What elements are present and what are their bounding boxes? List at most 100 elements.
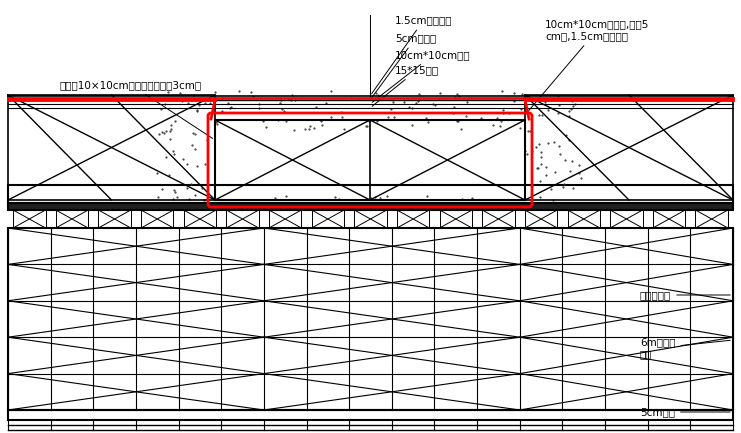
Point: [151, 97, 163, 103]
Point: [190, 145, 202, 152]
Bar: [269, 210, 302, 228]
Point: [565, 168, 576, 174]
Point: [497, 107, 509, 114]
Point: [199, 160, 211, 167]
Point: [365, 95, 377, 102]
Point: [167, 148, 179, 155]
Point: [497, 110, 509, 116]
Point: [188, 91, 200, 98]
Point: [168, 151, 180, 158]
Point: [360, 122, 372, 129]
Point: [515, 106, 527, 113]
Point: [365, 194, 377, 201]
Point: [374, 195, 386, 202]
Point: [522, 127, 534, 134]
Point: [363, 117, 375, 124]
Point: [545, 185, 557, 192]
Point: [534, 193, 546, 200]
Point: [388, 114, 399, 121]
Point: [398, 98, 410, 105]
Point: [413, 91, 425, 98]
Point: [461, 99, 473, 106]
Point: [245, 88, 257, 95]
Point: [269, 195, 281, 202]
Bar: [439, 210, 472, 228]
Text: 10cm*10cm侧龙骨,上钉5
cm板,1.5cm厚木胶板: 10cm*10cm侧龙骨,上钉5 cm板,1.5cm厚木胶板: [527, 19, 649, 113]
Point: [536, 112, 548, 119]
Point: [162, 172, 174, 179]
Point: [466, 194, 478, 201]
Point: [156, 129, 168, 136]
Point: [160, 128, 172, 135]
Point: [495, 118, 507, 125]
Bar: [226, 210, 259, 228]
Point: [451, 90, 463, 97]
Point: [412, 97, 424, 104]
Point: [406, 122, 418, 129]
Point: [352, 96, 364, 103]
Point: [308, 125, 320, 132]
Point: [253, 104, 265, 111]
Point: [216, 94, 228, 101]
Point: [198, 197, 210, 204]
Point: [501, 95, 513, 102]
Point: [152, 193, 164, 200]
Point: [566, 98, 578, 105]
Text: 5cm厚木板: 5cm厚木板: [372, 33, 436, 98]
Point: [260, 124, 272, 131]
Point: [286, 91, 298, 98]
Point: [452, 117, 464, 124]
Point: [165, 136, 176, 143]
Point: [459, 113, 471, 120]
Point: [554, 151, 566, 158]
Point: [520, 102, 532, 109]
Point: [316, 122, 328, 129]
Point: [535, 153, 547, 160]
Point: [191, 106, 203, 113]
Point: [283, 96, 295, 103]
Point: [279, 107, 290, 114]
Point: [225, 103, 237, 110]
Bar: [8, 228, 733, 410]
Text: 内模用10×10cm方木做骨架外钉3cm板: 内模用10×10cm方木做骨架外钉3cm板: [60, 80, 213, 139]
Point: [183, 195, 195, 202]
Point: [316, 116, 328, 123]
Point: [531, 164, 542, 171]
Point: [433, 95, 445, 102]
Point: [552, 93, 564, 100]
Point: [208, 182, 220, 189]
Point: [407, 104, 419, 111]
Bar: [8, 95, 215, 200]
Point: [216, 107, 228, 114]
Point: [566, 157, 578, 164]
Point: [158, 129, 170, 136]
Point: [190, 130, 202, 137]
Bar: [696, 210, 728, 228]
Bar: [312, 210, 344, 228]
Point: [280, 192, 292, 199]
Point: [191, 162, 203, 169]
Point: [372, 96, 384, 103]
Text: 5cm木板: 5cm木板: [640, 407, 730, 417]
Point: [568, 100, 580, 107]
Point: [533, 111, 545, 118]
Point: [253, 101, 265, 108]
Bar: [525, 210, 557, 228]
Point: [371, 118, 383, 125]
Point: [563, 108, 575, 115]
Point: [496, 88, 508, 95]
Point: [167, 195, 179, 202]
Point: [508, 90, 520, 97]
Point: [508, 98, 520, 105]
Point: [422, 192, 433, 199]
Point: [434, 90, 446, 97]
Point: [310, 103, 322, 110]
Point: [539, 99, 551, 106]
Bar: [482, 210, 515, 228]
Point: [516, 91, 528, 98]
Point: [160, 153, 172, 160]
Point: [210, 119, 222, 126]
Point: [382, 113, 394, 120]
Point: [285, 96, 297, 103]
Point: [181, 184, 193, 191]
